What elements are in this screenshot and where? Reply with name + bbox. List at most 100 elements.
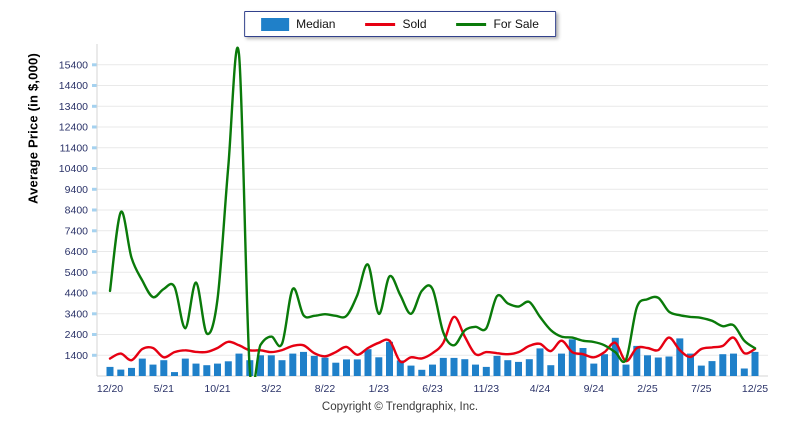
median-bar: [332, 362, 340, 376]
sold-line-path: [108, 315, 757, 364]
median-bar: [300, 351, 307, 376]
median-bar: [708, 361, 716, 376]
median-bar: [235, 353, 243, 376]
median-bar: [160, 360, 168, 376]
legend-item-sold: Sold: [365, 17, 427, 31]
median-bar: [310, 355, 318, 376]
median-bar: [396, 360, 404, 376]
x-tick-label: 8/22: [315, 383, 336, 395]
median-bar: [407, 365, 415, 376]
median-bar: [181, 358, 189, 376]
median-bar: [515, 361, 522, 376]
median-bar: [547, 365, 555, 376]
median-bar: [611, 337, 619, 376]
median-bar: [472, 364, 479, 376]
y-tick-label: 3400: [65, 308, 89, 320]
x-tick-label: 3/22: [261, 383, 282, 395]
median-bar: [654, 357, 662, 376]
median-bar: [687, 353, 694, 376]
median-bar: [482, 366, 490, 376]
median-bar: [461, 359, 469, 376]
median-bar: [751, 351, 759, 376]
median-bar: [117, 369, 125, 376]
chart-legend: Median Sold For Sale: [244, 11, 556, 37]
for-sale-line-path: [108, 46, 757, 377]
y-tick-label: 15400: [59, 59, 88, 71]
y-tick-label: 1400: [65, 350, 89, 362]
median-bar: [450, 357, 458, 376]
median-bars: [106, 337, 759, 377]
median-bar: [579, 348, 587, 376]
x-tick-label: 12/20: [97, 383, 123, 395]
for-sale-line-swatch-icon: [456, 22, 487, 26]
x-tick-label: 12/25: [742, 383, 768, 395]
median-bar: [375, 357, 383, 376]
x-tick-label: 7/25: [691, 383, 712, 395]
median-bar: [386, 341, 393, 376]
median-bar: [343, 359, 350, 376]
median-bar: [289, 353, 297, 376]
median-bar: [267, 355, 275, 377]
copyright-text: Copyright © Trendgraphix, Inc.: [321, 401, 479, 413]
median-bar: [138, 358, 146, 376]
x-axis-labels: 12/20 5/21 10/21 3/22 8/22 1/23 6/23 11/23 4/24 9…: [97, 383, 768, 395]
median-bar: [128, 367, 135, 376]
median-bar: [493, 355, 501, 376]
median-bar: [429, 364, 436, 376]
median-bar: [536, 348, 544, 376]
legend-item-for-sale: For Sale: [456, 17, 539, 31]
median-bar: [418, 369, 426, 376]
median-bar: [439, 357, 447, 376]
median-bar: [730, 353, 737, 376]
median-bar: [558, 353, 565, 376]
median-bar: [740, 368, 748, 376]
y-tick-label: 14400: [59, 80, 88, 92]
median-bar: [149, 364, 157, 376]
median-bar: [622, 364, 630, 376]
median-bar: [171, 372, 178, 376]
y-tick-label: 10400: [59, 163, 88, 175]
x-tick-label: 1/23: [369, 383, 390, 395]
median-bar: [353, 359, 361, 376]
x-tick-label: 11/23: [474, 383, 500, 395]
median-bar: [224, 361, 232, 376]
median-bar: [665, 356, 673, 376]
x-tick-label: 9/24: [584, 383, 605, 395]
median-bar: [525, 359, 533, 376]
median-bar: [257, 355, 264, 377]
median-bar: [633, 345, 641, 376]
x-tick-label: 10/21: [204, 383, 230, 395]
y-tick-label: 12400: [59, 122, 88, 134]
y-tick-label: 8400: [65, 205, 89, 217]
median-bar: [719, 354, 727, 376]
median-bar: [590, 363, 598, 376]
median-bar: [504, 360, 512, 376]
median-bar: [321, 357, 329, 376]
x-tick-label: 4/24: [530, 383, 551, 395]
median-bar: [644, 355, 651, 377]
y-tick-label: 5400: [65, 267, 89, 279]
y-gridlines: [92, 63, 768, 357]
legend-label-median: Median: [296, 17, 336, 31]
y-tick-label: 9400: [65, 184, 89, 196]
median-bar: [676, 338, 684, 376]
y-tick-label: 4400: [65, 288, 89, 300]
median-bar: [192, 363, 200, 376]
y-tick-label: 2400: [65, 329, 89, 341]
median-bar-swatch-icon: [261, 17, 290, 31]
sold-line-swatch-icon: [365, 22, 396, 26]
y-tick-label: 6400: [65, 246, 89, 258]
y-tick-label: 7400: [65, 225, 89, 237]
median-bar: [214, 363, 221, 376]
median-bar: [568, 339, 576, 376]
median-bar: [203, 365, 211, 376]
y-axis-title: Average Price (in $,000): [25, 52, 41, 204]
x-tick-label: 6/23: [422, 383, 443, 395]
y-tick-label: 11400: [60, 142, 89, 154]
legend-item-median: Median: [261, 17, 335, 31]
legend-label-for-sale: For Sale: [493, 17, 539, 31]
legend-label-sold: Sold: [402, 17, 427, 31]
median-bar: [601, 354, 608, 376]
